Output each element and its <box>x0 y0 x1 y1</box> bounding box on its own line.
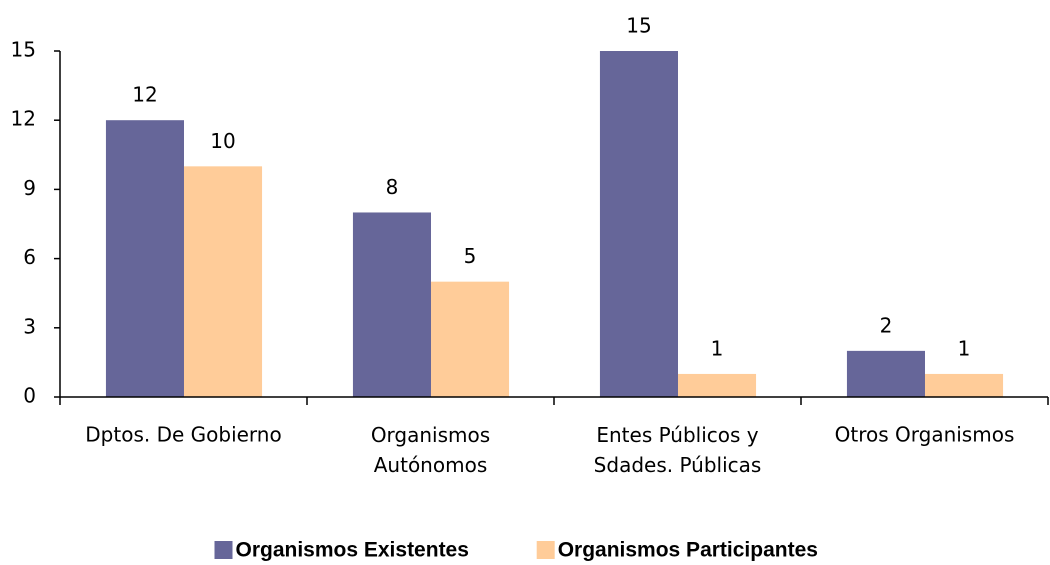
data-label: 10 <box>210 129 235 153</box>
legend-label: Organismos Existentes <box>236 539 469 562</box>
data-label: 15 <box>626 14 651 38</box>
y-tick-label: 15 <box>11 38 36 62</box>
data-label: 1 <box>958 336 971 360</box>
data-label: 8 <box>386 175 399 199</box>
x-tick-label: Organismos Autónomos <box>371 423 490 477</box>
x-tick-label: Entes Públicos y Sdades. Públicas <box>594 423 762 477</box>
bar <box>599 51 678 397</box>
x-tick-label: Dptos. De Gobierno <box>85 423 281 447</box>
legend-swatch <box>536 541 555 559</box>
y-tick-label: 9 <box>23 176 36 200</box>
bar <box>183 166 263 397</box>
bar <box>105 120 184 397</box>
bar <box>846 350 925 397</box>
data-label: 1 <box>711 336 724 360</box>
y-tick-label: 12 <box>11 107 36 131</box>
data-label: 12 <box>132 83 157 107</box>
legend-swatch <box>214 541 233 559</box>
bar <box>924 373 1004 397</box>
legend-label: Organismos Participantes <box>558 539 818 562</box>
y-tick-label: 0 <box>23 384 36 408</box>
data-label: 2 <box>880 313 893 337</box>
bar <box>352 212 431 397</box>
bar <box>430 281 510 397</box>
data-label: 5 <box>464 244 477 268</box>
y-tick-label: 3 <box>23 314 36 338</box>
y-tick-label: 6 <box>23 245 36 269</box>
x-tick-label: Otros Organismos <box>835 423 1015 447</box>
bar <box>677 373 757 397</box>
